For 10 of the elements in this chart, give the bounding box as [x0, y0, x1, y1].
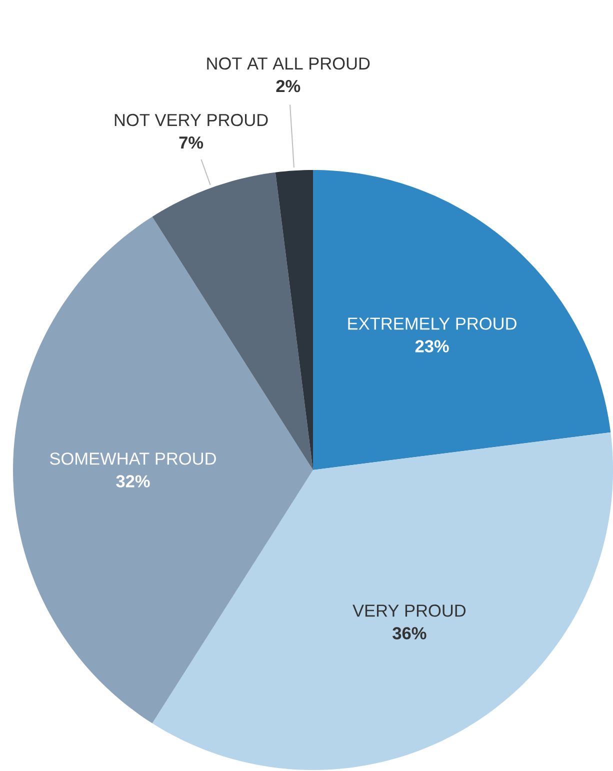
data-label: 32%: [116, 475, 150, 488]
data-label: 23%: [415, 340, 449, 352]
slice-label: NOT AT ALL PROUD: [207, 57, 370, 70]
data-label: 7%: [179, 136, 204, 149]
data-label: 2%: [276, 80, 300, 92]
data-label: 36%: [392, 627, 426, 640]
slice-label: NOT VERY PROUD: [114, 114, 268, 126]
slice-label: SOMEWHAT PROUD: [50, 452, 216, 465]
slice-label: VERY PROUD: [352, 604, 466, 617]
slice-label: EXTREMELY PROUD: [348, 318, 516, 330]
